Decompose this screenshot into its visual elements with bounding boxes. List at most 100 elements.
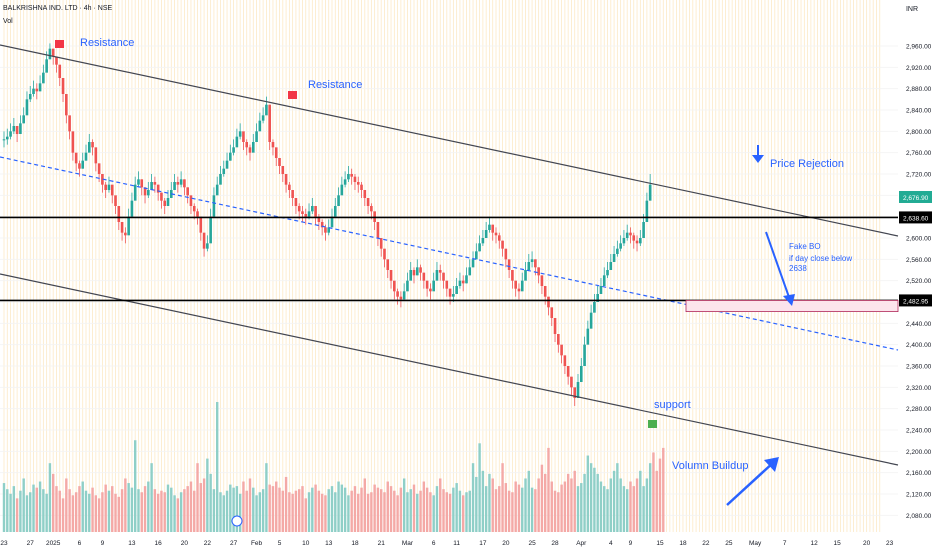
volume-bar xyxy=(281,490,284,532)
volume-bar xyxy=(360,487,363,532)
volume-bar xyxy=(380,489,383,532)
volume-bar xyxy=(117,496,120,532)
volume-bar xyxy=(170,487,173,532)
candle-body xyxy=(386,259,390,270)
volume-bar xyxy=(412,484,416,532)
volume-bar xyxy=(6,489,9,532)
candle-body xyxy=(232,147,235,153)
candle-body xyxy=(114,195,117,206)
candle-body xyxy=(271,142,275,148)
volume-bar xyxy=(445,492,448,532)
candle-body xyxy=(383,248,386,260)
candle-body xyxy=(265,104,268,116)
volume-bar xyxy=(311,487,314,532)
candle-body xyxy=(432,280,435,292)
volume-bar xyxy=(35,487,38,532)
candle-body xyxy=(5,136,9,140)
candle-body xyxy=(471,259,475,268)
volume-bar xyxy=(373,484,376,532)
candle-body xyxy=(55,56,58,65)
candle-body xyxy=(402,291,406,300)
volume-bar xyxy=(658,458,662,532)
candle-body xyxy=(465,275,468,284)
volume-bar xyxy=(471,463,475,532)
volume-bar xyxy=(275,481,278,532)
candle-body xyxy=(199,216,203,233)
volume-bar xyxy=(353,486,357,532)
volume-bar xyxy=(225,490,229,532)
volume-bar xyxy=(419,490,422,532)
candle-body xyxy=(422,272,426,281)
volume-bar xyxy=(19,490,22,532)
candle-body xyxy=(294,198,298,206)
volume-bar xyxy=(458,490,462,532)
volume-bar xyxy=(173,495,176,532)
candle-body xyxy=(117,206,121,222)
fake-bo-arrow xyxy=(765,231,791,301)
volume-bar xyxy=(229,484,232,532)
candle-body xyxy=(143,187,147,196)
candle-body xyxy=(307,211,311,217)
volume-bar xyxy=(314,484,317,532)
x-tick-label: 4 xyxy=(609,540,613,547)
volume-bar xyxy=(81,481,84,532)
candle-body xyxy=(639,238,642,244)
volume-bar xyxy=(288,492,291,532)
volume-bar xyxy=(432,495,435,532)
volume-bar xyxy=(199,483,202,532)
candle-body xyxy=(481,238,485,244)
candle-body xyxy=(530,259,534,262)
volume-bar xyxy=(84,490,88,532)
volume-bar xyxy=(619,478,622,532)
candle-body xyxy=(179,179,183,185)
candle-body xyxy=(491,224,495,233)
volume-bar xyxy=(498,486,501,532)
candle-body xyxy=(206,243,209,249)
y-tick-label: 2,240.00 xyxy=(906,428,932,435)
volume-bar xyxy=(370,492,373,532)
volume-bar xyxy=(563,481,567,532)
annotation-text: if day close below xyxy=(789,254,852,263)
x-tick-label: 23 xyxy=(0,540,8,547)
support-flag xyxy=(648,420,657,428)
volume-bar xyxy=(507,490,511,532)
volume-bar xyxy=(481,470,485,532)
volume-bar xyxy=(494,489,498,532)
y-tick-label: 2,440.00 xyxy=(906,321,932,328)
candle-body xyxy=(520,280,524,292)
candle-body xyxy=(202,232,206,249)
x-tick-label: 22 xyxy=(204,540,212,547)
volume-bar xyxy=(626,489,629,532)
volume-bar xyxy=(547,447,550,532)
candle-body xyxy=(324,227,327,233)
volume-bar xyxy=(524,478,527,532)
volume-bar xyxy=(301,486,304,532)
candle-body xyxy=(537,267,540,276)
volume-bar xyxy=(386,481,389,532)
volume-bar xyxy=(366,493,370,532)
candle-body xyxy=(38,83,42,92)
candle-body xyxy=(297,206,301,212)
y-tick-label: 2,360.00 xyxy=(906,364,932,371)
candle-body xyxy=(337,195,340,206)
candle-body xyxy=(291,190,294,198)
volume-bar xyxy=(298,489,301,532)
candle-body xyxy=(35,88,39,92)
lower-channel-line xyxy=(0,273,899,466)
volume-bar xyxy=(238,493,242,532)
candle-body xyxy=(478,243,481,252)
volume-bar xyxy=(662,447,665,532)
x-tick-label: 6 xyxy=(78,540,82,547)
candle-body xyxy=(301,211,304,214)
volume-bar xyxy=(163,492,166,532)
candle-body xyxy=(140,179,144,188)
volume-bar xyxy=(468,490,471,532)
candle-body xyxy=(183,179,186,188)
x-tick-label: 7 xyxy=(783,540,787,547)
volume-bar xyxy=(206,458,209,532)
candle-body xyxy=(94,147,98,164)
candle-body xyxy=(196,211,199,217)
candle-body xyxy=(616,248,619,254)
